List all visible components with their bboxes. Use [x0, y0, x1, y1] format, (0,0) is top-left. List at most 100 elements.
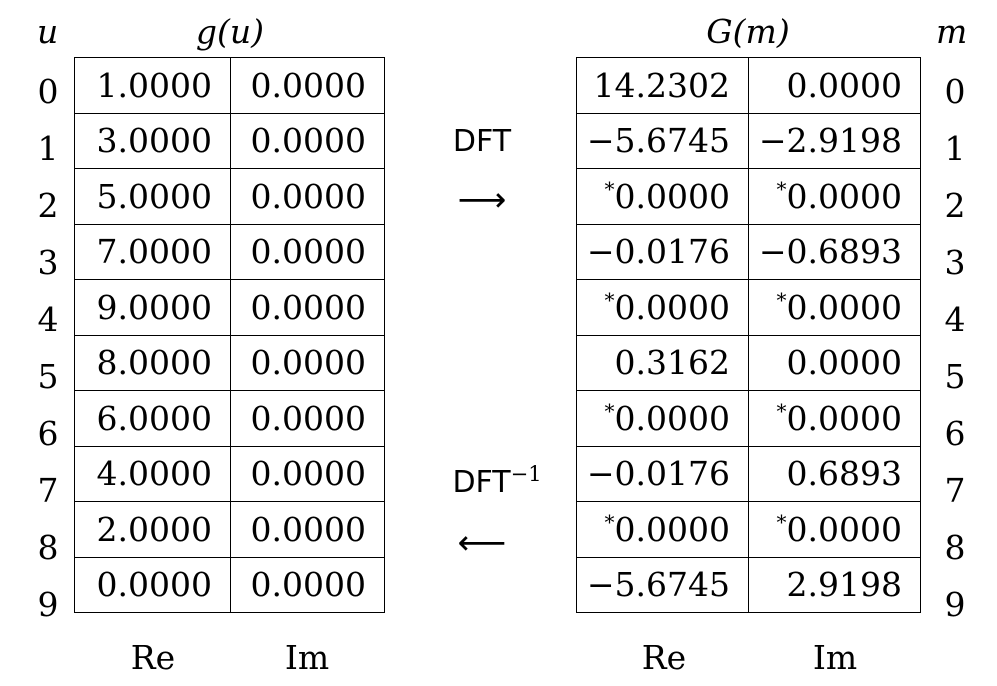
right-im-label: Im — [812, 638, 858, 677]
right-cell-im: −2.9198 — [748, 112, 921, 169]
right-index: 7 — [944, 471, 966, 510]
left-cell-re: 4.0000 — [74, 445, 231, 502]
table-row: 4.0000 0.0000 — [74, 445, 385, 502]
right-index: 0 — [944, 72, 966, 111]
table-row: −5.6745 −2.9198 — [576, 112, 921, 169]
left-cell-im: 0.0000 — [230, 112, 385, 169]
right-re-label: Re — [641, 638, 687, 677]
inverse-dft-label: DFT−1 — [452, 464, 541, 500]
asterisk-mark: * — [776, 287, 787, 312]
table-row: −0.0176 −0.6893 — [576, 223, 921, 280]
asterisk-mark: * — [604, 398, 615, 423]
left-index: 3 — [37, 243, 59, 282]
right-index: 4 — [944, 300, 966, 339]
left-table-header: g(u) — [196, 15, 264, 48]
right-cell-im: *0.0000 — [748, 279, 921, 336]
dft-label: DFT — [452, 124, 512, 159]
right-cell-im: *0.0000 — [748, 501, 921, 558]
left-index: 9 — [37, 585, 59, 624]
table-row: 1.0000 0.0000 — [74, 57, 385, 114]
left-cell-im: 0.0000 — [230, 57, 385, 114]
inverse-dft-text: DFT — [452, 465, 511, 500]
left-index: 4 — [37, 300, 59, 339]
left-cell-im: 0.0000 — [230, 279, 385, 336]
left-index: 2 — [37, 186, 59, 225]
left-index: 5 — [37, 357, 59, 396]
right-cell-im: 0.0000 — [748, 334, 921, 391]
right-cell-re: *0.0000 — [576, 390, 749, 447]
asterisk-mark: * — [776, 398, 787, 423]
left-cell-im: 0.0000 — [230, 501, 385, 558]
table-row: 6.0000 0.0000 — [74, 390, 385, 447]
right-cell-re: −0.0176 — [576, 445, 749, 502]
table-row: 14.2302 0.0000 — [576, 57, 921, 114]
left-cell-re: 2.0000 — [74, 501, 231, 558]
asterisk-mark: * — [776, 509, 787, 534]
left-index-label: u — [37, 12, 59, 51]
inverse-exponent: −1 — [510, 462, 542, 486]
table-row: *0.0000 *0.0000 — [576, 501, 921, 558]
table-row: *0.0000 *0.0000 — [576, 390, 921, 447]
left-cell-im: 0.0000 — [230, 223, 385, 280]
table-row: 2.0000 0.0000 — [74, 501, 385, 558]
left-cell-re: 3.0000 — [74, 112, 231, 169]
left-cell-re: 5.0000 — [74, 168, 231, 225]
left-cell-re: 9.0000 — [74, 279, 231, 336]
right-header-text: G(m) — [706, 12, 790, 51]
table-row: −5.6745 2.9198 — [576, 556, 921, 613]
right-table-header: G(m) — [706, 15, 789, 48]
left-cell-im: 0.0000 — [230, 556, 385, 613]
right-cell-re: −5.6745 — [576, 556, 749, 613]
table-row: 0.0000 0.0000 — [74, 556, 385, 613]
left-cell-im: 0.0000 — [230, 334, 385, 391]
table-row: 8.0000 0.0000 — [74, 334, 385, 391]
right-index: 1 — [944, 129, 966, 168]
table-row: *0.0000 *0.0000 — [576, 279, 921, 336]
table-row: 5.0000 0.0000 — [74, 168, 385, 225]
right-index: 2 — [944, 186, 966, 225]
right-index: 9 — [944, 585, 966, 624]
table-row: *0.0000 *0.0000 — [576, 168, 921, 225]
left-cell-re: 8.0000 — [74, 334, 231, 391]
right-cell-re: −5.6745 — [576, 112, 749, 169]
table-row: 3.0000 0.0000 — [74, 112, 385, 169]
right-cell-re: 0.3162 — [576, 334, 749, 391]
right-index: 6 — [944, 414, 966, 453]
table-row: −0.0176 0.6893 — [576, 445, 921, 502]
asterisk-mark: * — [604, 287, 615, 312]
right-cell-re: *0.0000 — [576, 501, 749, 558]
left-cell-im: 0.0000 — [230, 445, 385, 502]
right-cell-re: 14.2302 — [576, 57, 749, 114]
left-data-table: 1.0000 0.0000 3.0000 0.0000 5.0000 0.0000 7.00… — [74, 57, 385, 613]
right-cell-im: *0.0000 — [748, 390, 921, 447]
left-index: 7 — [37, 471, 59, 510]
left-cell-im: 0.0000 — [230, 390, 385, 447]
left-cell-re: 0.0000 — [74, 556, 231, 613]
forward-arrow-icon: ⟶ — [457, 180, 507, 220]
left-cell-re: 6.0000 — [74, 390, 231, 447]
left-header-text: g(u) — [195, 12, 265, 51]
right-cell-re: −0.0176 — [576, 223, 749, 280]
left-cell-im: 0.0000 — [230, 168, 385, 225]
right-cell-im: −0.6893 — [748, 223, 921, 280]
right-cell-im: *0.0000 — [748, 168, 921, 225]
left-re-label: Re — [130, 638, 176, 677]
table-row: 7.0000 0.0000 — [74, 223, 385, 280]
left-index: 6 — [37, 414, 59, 453]
left-index: 8 — [37, 528, 59, 567]
table-row: 9.0000 0.0000 — [74, 279, 385, 336]
right-cell-im: 0.0000 — [748, 57, 921, 114]
right-index: 3 — [944, 243, 966, 282]
asterisk-mark: * — [776, 176, 787, 201]
right-cell-re: *0.0000 — [576, 279, 749, 336]
left-cell-re: 1.0000 — [74, 57, 231, 114]
inverse-arrow-icon: ⟵ — [457, 523, 507, 563]
asterisk-mark: * — [604, 176, 615, 201]
right-index: 8 — [944, 528, 966, 567]
left-index: 1 — [37, 129, 59, 168]
right-cell-im: 2.9198 — [748, 556, 921, 613]
asterisk-mark: * — [604, 509, 615, 534]
table-row: 0.3162 0.0000 — [576, 334, 921, 391]
left-im-label: Im — [284, 638, 330, 677]
right-index-label: m — [936, 12, 968, 51]
